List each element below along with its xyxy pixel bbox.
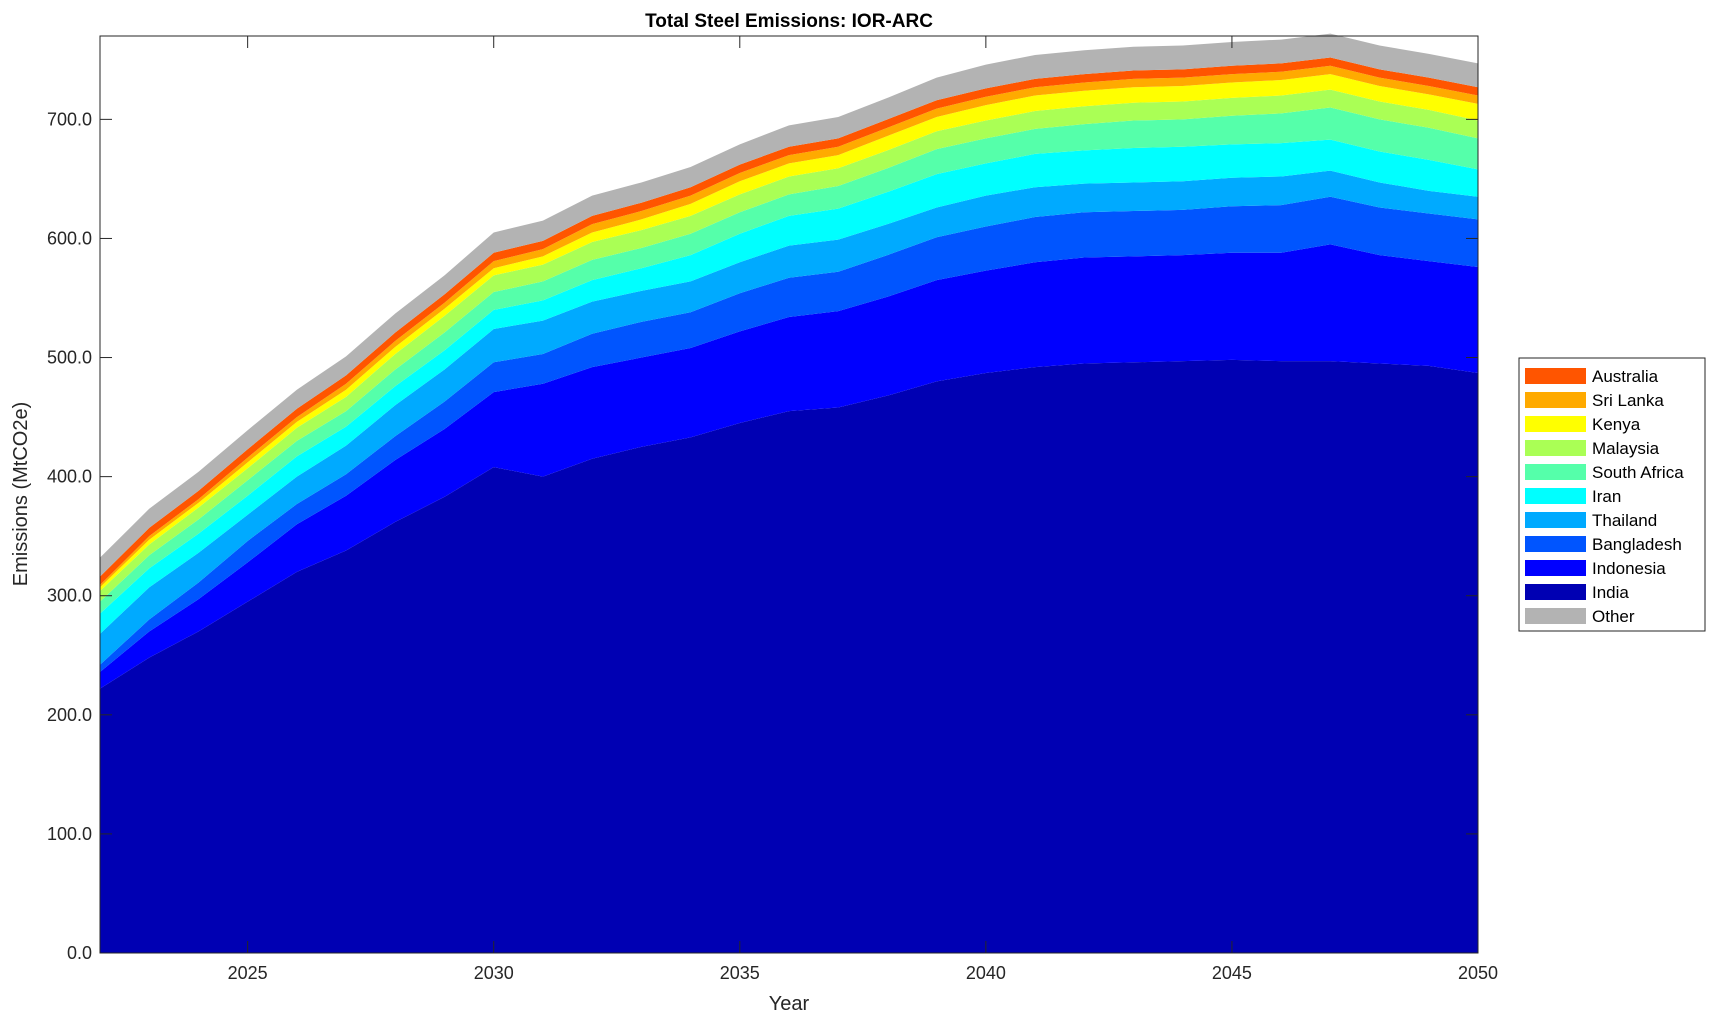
x-tick-label: 2030	[474, 963, 514, 983]
legend-swatch-sri-lanka	[1525, 392, 1586, 408]
y-tick-label: 200.0	[47, 705, 92, 725]
legend-swatch-india	[1525, 584, 1586, 600]
legend-swatch-australia	[1525, 368, 1586, 384]
legend-swatch-indonesia	[1525, 560, 1586, 576]
legend-label-iran: Iran	[1592, 487, 1621, 506]
legend-label-kenya: Kenya	[1592, 415, 1641, 434]
y-tick-label: 600.0	[47, 228, 92, 248]
y-axis-label: Emissions (MtCO2e)	[10, 402, 32, 586]
area-india	[100, 359, 1478, 953]
legend-swatch-kenya	[1525, 416, 1586, 432]
chart-title: Total Steel Emissions: IOR-ARC	[645, 11, 933, 32]
x-tick-label: 2025	[228, 963, 268, 983]
x-tick-label: 2035	[720, 963, 760, 983]
x-tick-label: 2050	[1458, 963, 1498, 983]
y-tick-label: 700.0	[47, 109, 92, 129]
x-axis-label: Year	[769, 993, 810, 1015]
legend-swatch-malaysia	[1525, 440, 1586, 456]
area-indonesia	[100, 244, 1478, 689]
legend-label-australia: Australia	[1592, 367, 1659, 386]
area-south-africa	[100, 107, 1478, 614]
legend: Australia Sri Lanka Kenya Malaysia South Afr…	[1518, 357, 1706, 632]
plot-frame	[99, 35, 1479, 954]
x-tick-label: 2045	[1212, 963, 1252, 983]
y-tick-label: 400.0	[47, 467, 92, 487]
legend-label-indonesia: Indonesia	[1592, 559, 1666, 578]
area-iran	[100, 139, 1478, 634]
legend-label-other: Other	[1592, 607, 1635, 626]
x-tick-label: 2040	[966, 963, 1006, 983]
legend-label-south-africa: South Africa	[1592, 463, 1684, 482]
area-other	[100, 33, 1478, 577]
areas-layer	[100, 33, 1478, 953]
area-bangladesh	[100, 196, 1478, 672]
y-tick-label: 300.0	[47, 586, 92, 606]
legend-items: Australia Sri Lanka Kenya Malaysia South Afr…	[1525, 367, 1684, 626]
y-tick-label: 0.0	[67, 943, 92, 963]
legend-swatch-iran	[1525, 488, 1586, 504]
area-thailand	[100, 170, 1478, 665]
legend-label-sri-lanka: Sri Lanka	[1592, 391, 1664, 410]
y-tick-label: 500.0	[47, 348, 92, 368]
area-malaysia	[100, 89, 1478, 602]
legend-label-bangladesh: Bangladesh	[1592, 535, 1682, 554]
legend-swatch-other	[1525, 608, 1586, 624]
legend-swatch-south-africa	[1525, 464, 1586, 480]
y-tick-label: 100.0	[47, 824, 92, 844]
legend-swatch-bangladesh	[1525, 536, 1586, 552]
legend-label-malaysia: Malaysia	[1592, 439, 1660, 458]
legend-label-thailand: Thailand	[1592, 511, 1657, 530]
ticks-layer: 2025 2030 2035 2040 2045 2050 0.0 100.0 200.0 300…	[47, 36, 1498, 983]
legend-swatch-thailand	[1525, 512, 1586, 528]
legend-label-india: India	[1592, 583, 1629, 602]
